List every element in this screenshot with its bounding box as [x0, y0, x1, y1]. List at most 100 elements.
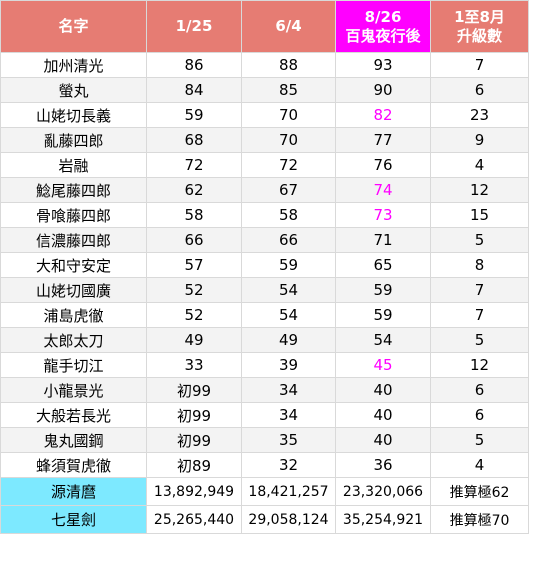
cell-c4[interactable]: 8 [430, 252, 529, 278]
cell-c4[interactable]: 6 [430, 377, 529, 403]
cell-c2[interactable]: 32 [241, 452, 336, 478]
cell-c1[interactable]: 59 [146, 102, 242, 128]
cell-name[interactable]: 鬼丸國鋼 [0, 427, 147, 453]
cell-c4[interactable]: 12 [430, 352, 529, 378]
cell-name[interactable]: 大和守安定 [0, 252, 147, 278]
cell-c1[interactable]: 52 [146, 277, 242, 303]
cell-c1[interactable]: 初99 [146, 402, 242, 428]
header-date-0826[interactable]: 8/26 百鬼夜行後 [335, 0, 431, 53]
cell-c3[interactable]: 36 [335, 452, 431, 478]
cell-c2[interactable]: 85 [241, 77, 336, 103]
footer-cell-name[interactable]: 七星劍 [0, 505, 147, 534]
cell-c2[interactable]: 34 [241, 402, 336, 428]
cell-c4[interactable]: 5 [430, 227, 529, 253]
cell-name[interactable]: 龍手切江 [0, 352, 147, 378]
cell-c3[interactable]: 40 [335, 427, 431, 453]
cell-c3[interactable]: 76 [335, 152, 431, 178]
cell-c2[interactable]: 70 [241, 127, 336, 153]
cell-name[interactable]: 山姥切國廣 [0, 277, 147, 303]
cell-c4[interactable]: 15 [430, 202, 529, 228]
cell-c4[interactable]: 5 [430, 327, 529, 353]
cell-name[interactable]: 小龍景光 [0, 377, 147, 403]
cell-c1[interactable]: 86 [146, 52, 242, 78]
cell-name[interactable]: 螢丸 [0, 77, 147, 103]
footer-cell-c3[interactable]: 23,320,066 [335, 477, 431, 506]
cell-name[interactable]: 大般若長光 [0, 402, 147, 428]
cell-c1[interactable]: 初89 [146, 452, 242, 478]
footer-cell-c4[interactable]: 推算極62 [430, 477, 529, 506]
cell-c4[interactable]: 4 [430, 452, 529, 478]
footer-cell-c2[interactable]: 29,058,124 [241, 505, 336, 534]
cell-name[interactable]: 亂藤四郎 [0, 127, 147, 153]
footer-cell-name[interactable]: 源清麿 [0, 477, 147, 506]
cell-c2[interactable]: 54 [241, 302, 336, 328]
cell-c4[interactable]: 7 [430, 302, 529, 328]
cell-c3[interactable]: 71 [335, 227, 431, 253]
cell-name[interactable]: 太郎太刀 [0, 327, 147, 353]
cell-c2[interactable]: 49 [241, 327, 336, 353]
cell-c2[interactable]: 88 [241, 52, 336, 78]
cell-name[interactable]: 骨喰藤四郎 [0, 202, 147, 228]
footer-cell-c4[interactable]: 推算極70 [430, 505, 529, 534]
cell-c3[interactable]: 74 [335, 177, 431, 203]
cell-c4[interactable]: 7 [430, 277, 529, 303]
cell-name[interactable]: 蜂須賀虎徹 [0, 452, 147, 478]
cell-c1[interactable]: 初99 [146, 377, 242, 403]
cell-c3[interactable]: 82 [335, 102, 431, 128]
footer-cell-c2[interactable]: 18,421,257 [241, 477, 336, 506]
cell-c3[interactable]: 93 [335, 52, 431, 78]
cell-c4[interactable]: 9 [430, 127, 529, 153]
cell-c1[interactable]: 52 [146, 302, 242, 328]
cell-c1[interactable]: 33 [146, 352, 242, 378]
cell-c2[interactable]: 72 [241, 152, 336, 178]
cell-c3[interactable]: 40 [335, 402, 431, 428]
cell-c4[interactable]: 12 [430, 177, 529, 203]
cell-c1[interactable]: 68 [146, 127, 242, 153]
footer-cell-c1[interactable]: 13,892,949 [146, 477, 242, 506]
cell-c1[interactable]: 66 [146, 227, 242, 253]
cell-c1[interactable]: 49 [146, 327, 242, 353]
cell-c4[interactable]: 6 [430, 402, 529, 428]
cell-c1[interactable]: 初99 [146, 427, 242, 453]
cell-name[interactable]: 加州清光 [0, 52, 147, 78]
cell-c4[interactable]: 7 [430, 52, 529, 78]
cell-c3[interactable]: 90 [335, 77, 431, 103]
cell-c3[interactable]: 45 [335, 352, 431, 378]
cell-c2[interactable]: 58 [241, 202, 336, 228]
cell-c3[interactable]: 59 [335, 277, 431, 303]
cell-c4[interactable]: 23 [430, 102, 529, 128]
cell-c1[interactable]: 84 [146, 77, 242, 103]
cell-name[interactable]: 岩融 [0, 152, 147, 178]
cell-c2[interactable]: 54 [241, 277, 336, 303]
cell-name[interactable]: 鯰尾藤四郎 [0, 177, 147, 203]
cell-name[interactable]: 信濃藤四郎 [0, 227, 147, 253]
cell-c3[interactable]: 40 [335, 377, 431, 403]
cell-c1[interactable]: 62 [146, 177, 242, 203]
cell-c2[interactable]: 70 [241, 102, 336, 128]
cell-c2[interactable]: 34 [241, 377, 336, 403]
cell-c2[interactable]: 67 [241, 177, 336, 203]
cell-c4[interactable]: 6 [430, 77, 529, 103]
cell-c3[interactable]: 77 [335, 127, 431, 153]
cell-c1[interactable]: 58 [146, 202, 242, 228]
cell-c4[interactable]: 5 [430, 427, 529, 453]
header-date-0604[interactable]: 6/4 [241, 0, 336, 53]
header-levels-gained[interactable]: 1至8月 升級數 [430, 0, 529, 53]
cell-c3[interactable]: 59 [335, 302, 431, 328]
cell-c1[interactable]: 72 [146, 152, 242, 178]
header-name[interactable]: 名字 [0, 0, 147, 53]
cell-c3[interactable]: 65 [335, 252, 431, 278]
footer-cell-c1[interactable]: 25,265,440 [146, 505, 242, 534]
cell-name[interactable]: 山姥切長義 [0, 102, 147, 128]
cell-c2[interactable]: 59 [241, 252, 336, 278]
footer-cell-c3[interactable]: 35,254,921 [335, 505, 431, 534]
cell-name[interactable]: 浦島虎徹 [0, 302, 147, 328]
cell-c3[interactable]: 73 [335, 202, 431, 228]
cell-c2[interactable]: 39 [241, 352, 336, 378]
header-date-0125[interactable]: 1/25 [146, 0, 242, 53]
cell-c4[interactable]: 4 [430, 152, 529, 178]
cell-c1[interactable]: 57 [146, 252, 242, 278]
cell-c3[interactable]: 54 [335, 327, 431, 353]
cell-c2[interactable]: 35 [241, 427, 336, 453]
cell-c2[interactable]: 66 [241, 227, 336, 253]
